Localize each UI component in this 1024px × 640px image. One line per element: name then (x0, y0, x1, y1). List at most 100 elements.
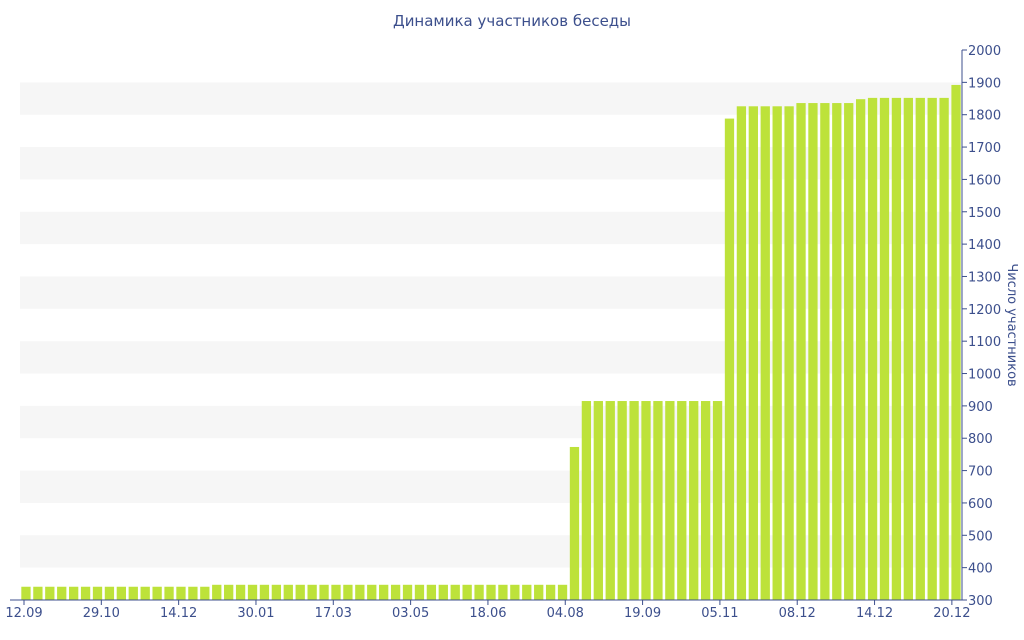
bar (796, 103, 806, 600)
bar (557, 584, 568, 600)
bar (80, 586, 91, 600)
bar (295, 584, 305, 600)
bar (808, 103, 818, 600)
bar (653, 401, 663, 600)
bar (57, 586, 67, 600)
bar (200, 586, 210, 600)
bar (21, 586, 31, 600)
bar (152, 586, 162, 600)
y-tick-label: 1300 (968, 270, 1001, 285)
x-tick-label: 03.05 (392, 606, 429, 621)
bar (188, 586, 198, 600)
y-tick-label: 1600 (968, 173, 1001, 188)
y-tick-label: 2000 (968, 44, 1001, 59)
bar (534, 584, 544, 600)
bar (450, 584, 460, 600)
bar (176, 586, 186, 600)
x-tick-label: 05.11 (701, 606, 738, 621)
bar (736, 106, 747, 600)
x-axis: 12.09 29.10 14.12 30.01 17.03 03.05 18.06 04.08… (5, 599, 970, 621)
bar (522, 584, 532, 600)
x-tick-label: 08.12 (779, 606, 816, 621)
x-tick-label: 17.03 (315, 606, 352, 621)
bar (951, 84, 961, 600)
bar (283, 584, 293, 600)
x-tick-label: 30.01 (237, 606, 274, 621)
bar (820, 103, 830, 600)
bar (414, 584, 425, 600)
bar-series (21, 84, 961, 601)
bar (510, 584, 520, 600)
bar (367, 584, 377, 600)
x-tick-label: 20.12 (933, 606, 970, 621)
y-axis: 300 400 500 600 700 800 900 1000 1100 1200 1300 140… (961, 44, 1001, 609)
bar (712, 401, 723, 600)
bar (307, 584, 317, 600)
bar (438, 584, 448, 600)
bar (903, 97, 913, 600)
x-tick-label: 14.12 (160, 606, 197, 621)
bar (116, 586, 126, 600)
bar (331, 584, 341, 600)
y-tick-label: 500 (968, 529, 993, 544)
y-axis-title: Число участников (1004, 263, 1019, 386)
bar (402, 584, 413, 600)
bar (474, 584, 484, 600)
bar (164, 586, 174, 600)
x-tick-label: 29.10 (83, 606, 120, 621)
bar (617, 401, 627, 600)
bar (748, 106, 758, 600)
bar (629, 401, 639, 600)
bar (891, 97, 902, 600)
y-tick-label: 300 (968, 594, 993, 609)
bar (128, 586, 138, 600)
y-tick-label: 1000 (968, 368, 1001, 383)
bar (665, 401, 675, 600)
bar (462, 584, 472, 600)
bar (259, 584, 270, 600)
bar (569, 446, 580, 600)
bar (605, 401, 615, 600)
y-tick-label: 800 (968, 432, 993, 447)
bar (927, 97, 937, 600)
x-tick-label: 04.08 (547, 606, 584, 621)
bar (45, 586, 55, 600)
bar (724, 118, 735, 600)
y-tick-label: 1800 (968, 109, 1001, 124)
bar (92, 586, 103, 600)
bar (224, 584, 234, 600)
bar (593, 401, 603, 600)
bar (867, 97, 878, 600)
y-tick-label: 1200 (968, 303, 1001, 318)
bar (545, 584, 556, 600)
bar (581, 401, 592, 600)
bar (760, 106, 770, 600)
y-tick-label: 1700 (968, 141, 1001, 156)
bar (641, 401, 651, 600)
bar (235, 584, 246, 600)
y-tick-label: 1100 (968, 335, 1001, 350)
bar (784, 106, 794, 600)
y-tick-label: 400 (968, 562, 993, 577)
bar (343, 584, 353, 600)
bar (69, 586, 79, 600)
y-tick-label: 1900 (968, 76, 1001, 91)
bar (844, 103, 854, 600)
bar (355, 584, 365, 600)
bar (426, 584, 437, 600)
x-tick-label: 19.09 (624, 606, 661, 621)
bar (379, 584, 389, 600)
y-tick-label: 1400 (968, 238, 1001, 253)
bar (832, 103, 842, 600)
y-tick-label: 700 (968, 465, 993, 480)
bar (390, 584, 401, 600)
bar (140, 586, 150, 600)
bar (689, 401, 699, 600)
x-tick-label: 12.09 (5, 606, 42, 621)
x-tick-label: 14.12 (856, 606, 893, 621)
y-tick-label: 900 (968, 400, 993, 415)
bar (879, 97, 890, 600)
y-tick-label: 1500 (968, 206, 1001, 221)
bar (498, 584, 508, 600)
